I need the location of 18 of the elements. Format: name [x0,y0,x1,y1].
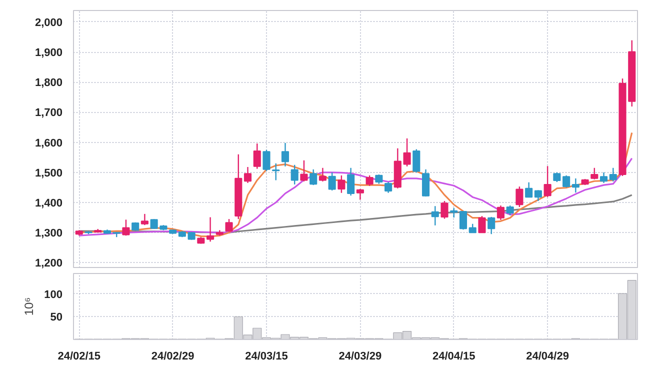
y-tick-label: 1,600 [34,137,63,150]
y-tick-label: 50 [50,312,63,324]
y-tick-label: 100 [44,288,63,301]
x-tick-label: 24/02/29 [151,350,194,362]
y-tick-label: 2,000 [34,16,63,29]
y-tick-label: 1,400 [34,198,63,210]
y-tick-label: 1,500 [34,167,63,180]
x-tick-label: 24/02/15 [58,350,101,362]
x-tick-label: 24/04/15 [432,350,476,362]
y-tick-label: 1,900 [34,47,63,60]
y-tick-label: 1,800 [34,77,63,90]
x-tick-label: 24/03/15 [245,350,288,362]
y-tick-label: 1,700 [34,107,63,120]
x-tick-label: 24/03/29 [338,350,382,362]
y-tick-label: 1,300 [34,228,63,240]
x-tick-label: 24/04/29 [526,350,569,362]
y-tick-label: 1,200 [34,258,63,270]
y-axis-title: 10⁶ [22,297,36,316]
